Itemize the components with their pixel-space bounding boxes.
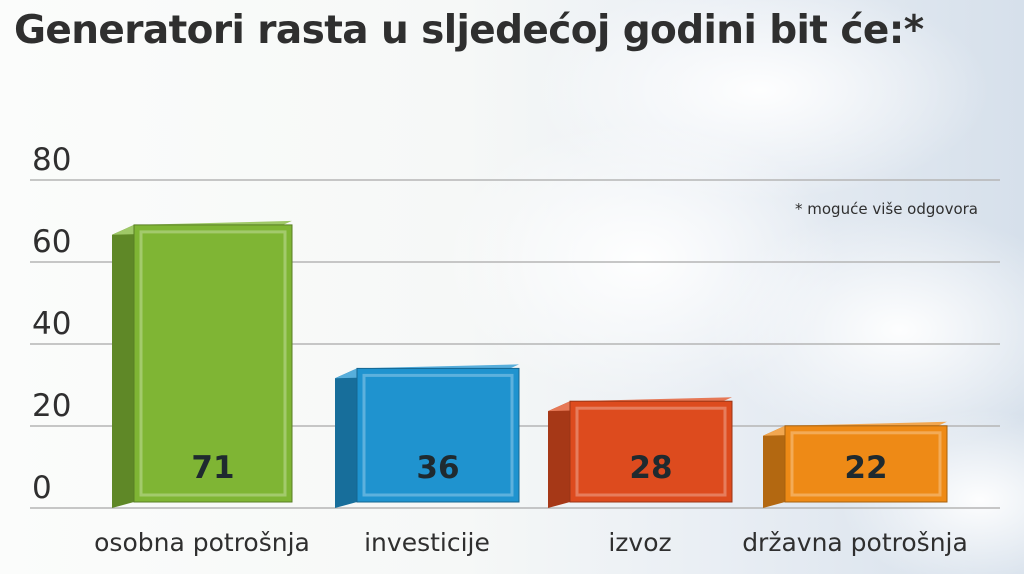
bar-front bbox=[133, 224, 293, 503]
y-tick-label: 20 bbox=[32, 388, 71, 424]
y-tick-label: 40 bbox=[32, 306, 71, 342]
bar-bevel bbox=[362, 373, 514, 497]
bar-side bbox=[335, 368, 357, 508]
bar-value-label: 36 bbox=[416, 450, 459, 486]
x-category-label: osobna potrošnja bbox=[94, 528, 310, 557]
bar-2: 36 bbox=[335, 364, 520, 508]
bar-value-label: 71 bbox=[191, 450, 234, 486]
y-axis: 0 20 40 60 80 bbox=[32, 142, 71, 506]
bars: 71 36 28 22 bbox=[112, 220, 948, 508]
bar-side bbox=[548, 401, 570, 508]
x-category-label: izvoz bbox=[608, 528, 671, 557]
bar-3: 28 bbox=[548, 397, 733, 508]
y-tick-label: 0 bbox=[32, 470, 52, 506]
annotation-note: * moguće više odgovora bbox=[795, 200, 978, 218]
bar-value-label: 22 bbox=[844, 450, 887, 486]
bar-value-label: 28 bbox=[629, 450, 672, 486]
bar-front bbox=[569, 400, 733, 503]
bar-bevel bbox=[790, 431, 942, 497]
bar-bevel bbox=[139, 230, 287, 497]
x-category-label: investicije bbox=[364, 528, 490, 557]
bar-side bbox=[763, 425, 785, 508]
bar-bevel bbox=[575, 406, 727, 497]
bar-4: 22 bbox=[763, 421, 948, 508]
bar-front bbox=[784, 425, 948, 503]
x-axis: osobna potrošnja investicije izvoz državna … bbox=[94, 528, 968, 557]
y-tick-label: 80 bbox=[32, 142, 71, 178]
bar-side bbox=[112, 224, 134, 508]
x-category-label: državna potrošnja bbox=[742, 528, 968, 557]
bar-front bbox=[356, 367, 520, 503]
y-tick-label: 60 bbox=[32, 224, 71, 260]
chart-title: Generatori rasta u sljedećoj godini bit … bbox=[14, 8, 924, 53]
bar-1: 71 bbox=[112, 220, 293, 508]
